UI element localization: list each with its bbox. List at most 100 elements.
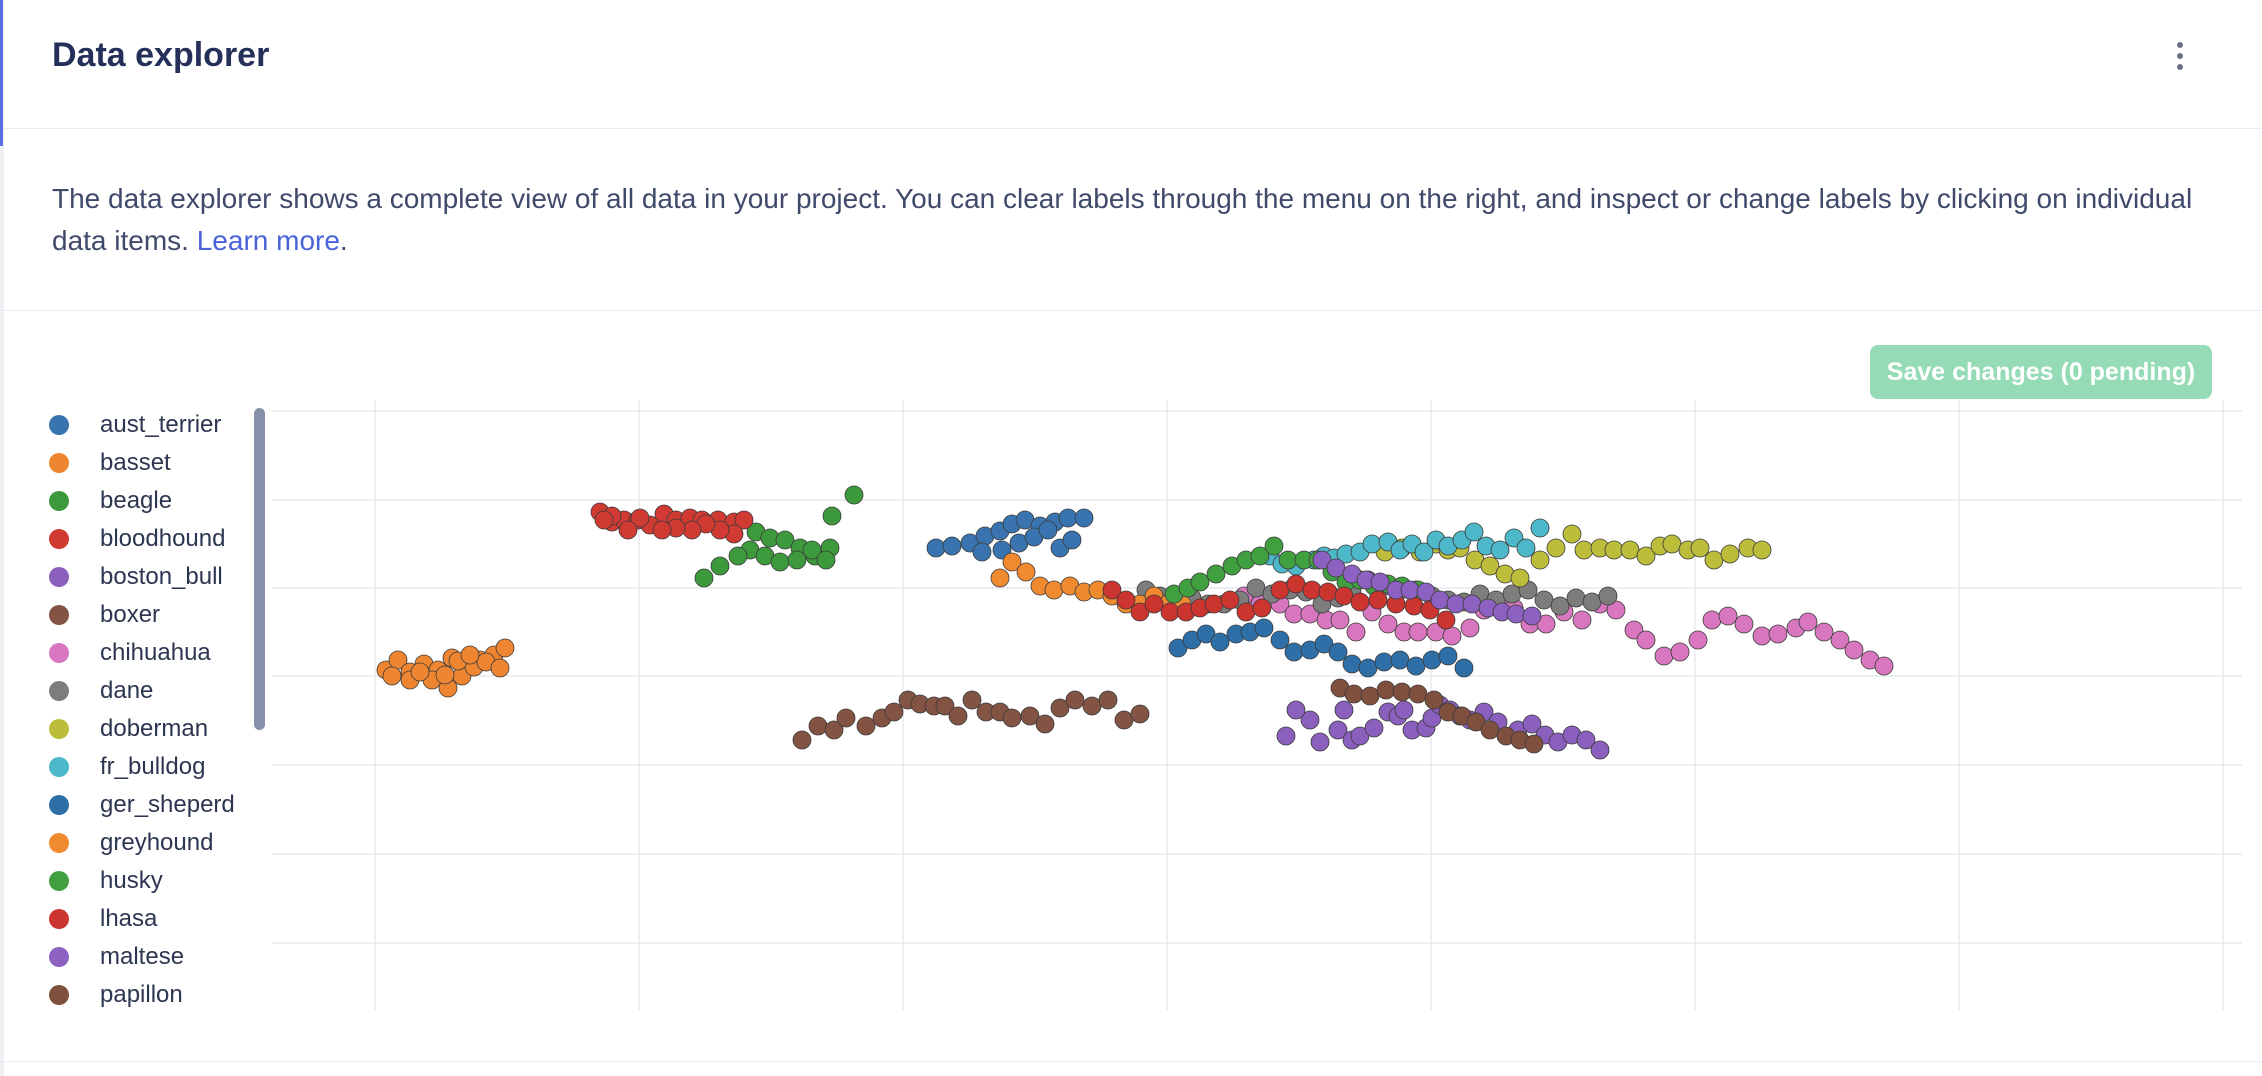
data-point-basset[interactable] — [460, 645, 480, 665]
data-point-bloodhound[interactable] — [734, 510, 754, 530]
data-point-lhasa[interactable] — [1116, 590, 1136, 610]
data-point-doberman[interactable] — [1720, 544, 1740, 564]
data-point-ger_sheperd[interactable] — [1390, 650, 1410, 670]
data-point-aust_terrier[interactable] — [1062, 530, 1082, 550]
legend-item-basset[interactable]: basset — [46, 448, 171, 478]
legend-item-maltese[interactable]: maltese — [46, 942, 184, 972]
legend-item-beagle[interactable]: beagle — [46, 486, 172, 516]
data-point-chihuahua[interactable] — [1874, 656, 1894, 676]
data-point-lhasa[interactable] — [1204, 594, 1224, 614]
legend-scrollbar[interactable] — [254, 408, 265, 730]
data-point-doberman[interactable] — [1480, 556, 1500, 576]
data-point-papillon[interactable] — [1408, 684, 1428, 704]
data-point-beagle[interactable] — [787, 550, 807, 570]
data-point-chihuahua[interactable] — [1734, 614, 1754, 634]
data-point-aust_terrier[interactable] — [926, 538, 946, 558]
data-point-lhasa[interactable] — [1102, 580, 1122, 600]
data-point-fr_bulldog[interactable] — [1490, 540, 1510, 560]
data-point-boston_bull[interactable] — [1522, 714, 1542, 734]
data-point-chihuahua[interactable] — [1378, 614, 1398, 634]
data-point-papillon[interactable] — [1524, 734, 1544, 754]
data-point-beagle[interactable] — [728, 546, 748, 566]
data-point-fr_bulldog[interactable] — [1464, 522, 1484, 542]
legend-item-aust_terrier[interactable]: aust_terrier — [46, 410, 221, 440]
data-point-lhasa[interactable] — [1368, 590, 1388, 610]
data-point-ger_sheperd[interactable] — [1314, 634, 1334, 654]
data-point-greyhound[interactable] — [1002, 552, 1022, 572]
data-point-boston_bull[interactable] — [1276, 726, 1296, 746]
data-point-chihuahua[interactable] — [1814, 622, 1834, 642]
data-point-boston_bull[interactable] — [1394, 700, 1414, 720]
data-point-chihuahua[interactable] — [1442, 626, 1462, 646]
data-point-papillon[interactable] — [1466, 712, 1486, 732]
data-point-aust_terrier[interactable] — [1074, 508, 1094, 528]
data-point-ger_sheperd[interactable] — [1422, 650, 1442, 670]
data-point-dane[interactable] — [1598, 586, 1618, 606]
data-point-chihuahua[interactable] — [1688, 630, 1708, 650]
data-point-maltese[interactable] — [1430, 590, 1450, 610]
data-point-beagle[interactable] — [775, 530, 795, 550]
legend-item-fr_bulldog[interactable]: fr_bulldog — [46, 752, 205, 782]
data-point-boston_bull[interactable] — [1310, 732, 1330, 752]
data-point-doberman[interactable] — [1704, 550, 1724, 570]
data-point-chihuahua[interactable] — [1844, 640, 1864, 660]
data-point-boston_bull[interactable] — [1364, 718, 1384, 738]
data-point-papillon[interactable] — [1344, 684, 1364, 704]
data-point-doberman[interactable] — [1562, 524, 1582, 544]
data-point-chihuahua[interactable] — [1572, 610, 1592, 630]
data-point-dane[interactable] — [1246, 578, 1266, 598]
data-point-lhasa[interactable] — [1270, 580, 1290, 600]
data-point-dane[interactable] — [1566, 588, 1586, 608]
data-point-basset[interactable] — [410, 662, 430, 682]
data-point-dane[interactable] — [1550, 596, 1570, 616]
data-point-ger_sheperd[interactable] — [1328, 642, 1348, 662]
data-point-chihuahua[interactable] — [1284, 604, 1304, 624]
data-point-doberman[interactable] — [1662, 534, 1682, 554]
data-point-lhasa[interactable] — [1334, 586, 1354, 606]
data-point-fr_bulldog[interactable] — [1414, 542, 1434, 562]
data-point-doberman[interactable] — [1620, 540, 1640, 560]
data-point-lhasa[interactable] — [1130, 602, 1150, 622]
legend-item-boxer[interactable]: boxer — [46, 600, 160, 630]
data-point-boston_bull[interactable] — [1334, 700, 1354, 720]
legend-item-bloodhound[interactable]: bloodhound — [46, 524, 225, 554]
data-point-boxer[interactable] — [1002, 708, 1022, 728]
data-point-beagle[interactable] — [802, 540, 822, 560]
data-point-boxer[interactable] — [792, 730, 812, 750]
data-point-papillon[interactable] — [1424, 690, 1444, 710]
data-point-doberman[interactable] — [1604, 540, 1624, 560]
data-point-maltese[interactable] — [1326, 558, 1346, 578]
data-point-lhasa[interactable] — [1318, 582, 1338, 602]
data-point-boxer[interactable] — [1035, 714, 1055, 734]
data-point-boxer[interactable] — [836, 708, 856, 728]
data-point-maltese[interactable] — [1446, 594, 1466, 614]
data-point-bloodhound[interactable] — [652, 520, 672, 540]
data-point-ger_sheperd[interactable] — [1358, 658, 1378, 678]
legend-item-dane[interactable]: dane — [46, 676, 153, 706]
data-point-boston_bull[interactable] — [1300, 710, 1320, 730]
data-point-boxer[interactable] — [1065, 690, 1085, 710]
data-point-lhasa[interactable] — [1220, 590, 1240, 610]
data-point-ger_sheperd[interactable] — [1196, 624, 1216, 644]
data-point-ger_sheperd[interactable] — [1254, 618, 1274, 638]
data-point-boxer[interactable] — [856, 716, 876, 736]
data-point-chihuahua[interactable] — [1654, 646, 1674, 666]
data-point-lhasa[interactable] — [1286, 574, 1306, 594]
data-point-boxer[interactable] — [1020, 706, 1040, 726]
data-point-boxer[interactable] — [1098, 690, 1118, 710]
data-point-ger_sheperd[interactable] — [1284, 642, 1304, 662]
data-point-ger_sheperd[interactable] — [1406, 656, 1426, 676]
data-point-chihuahua[interactable] — [1460, 618, 1480, 638]
data-point-husky[interactable] — [1206, 564, 1226, 584]
data-point-chihuahua[interactable] — [1346, 622, 1366, 642]
data-point-boxer[interactable] — [824, 720, 844, 740]
data-point-lhasa[interactable] — [1144, 594, 1164, 614]
legend-item-ger_sheperd[interactable]: ger_sheperd — [46, 790, 235, 820]
data-point-beagle[interactable] — [822, 506, 842, 526]
data-point-boston_bull[interactable] — [1576, 730, 1596, 750]
data-point-maltese[interactable] — [1522, 606, 1542, 626]
data-point-chihuahua[interactable] — [1408, 622, 1428, 642]
data-point-chihuahua[interactable] — [1670, 642, 1690, 662]
data-point-doberman[interactable] — [1752, 540, 1772, 560]
data-point-maltese[interactable] — [1506, 604, 1526, 624]
